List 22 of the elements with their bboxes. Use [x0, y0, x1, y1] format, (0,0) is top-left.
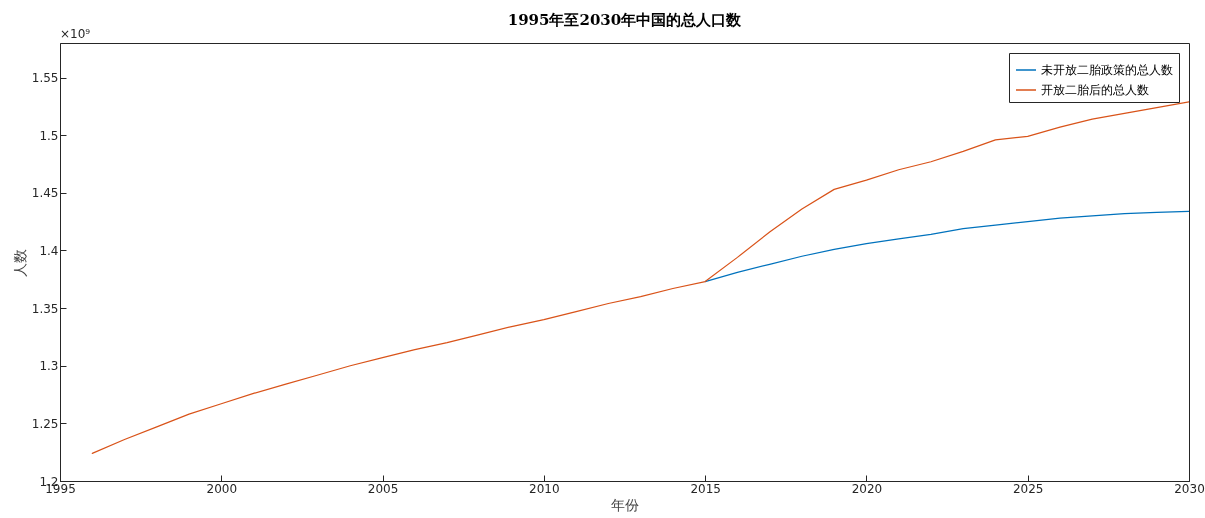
x-tick-label: 2020 — [851, 481, 883, 496]
chart-title: 1995年至2030年中国的总人口数 — [507, 11, 743, 29]
y-tick-label: 1.45 — [31, 186, 59, 201]
line-series — [91, 101, 1189, 454]
x-tick-label: 2015 — [690, 481, 721, 496]
legend-label: 未开放二胎政策的总人数 — [1041, 63, 1173, 77]
y-tick-label: 1.3 — [39, 359, 59, 374]
x-tick-label: 2000 — [206, 481, 238, 496]
y-tick-label: 1.25 — [31, 416, 59, 431]
y-tick-label: 1.35 — [31, 301, 59, 316]
x-tick-label: 2030 — [1174, 481, 1205, 496]
line-series — [704, 210, 1189, 283]
x-tick-label: 2010 — [529, 481, 560, 496]
y-tick-label: 1.5 — [39, 128, 59, 143]
text: ×10⁹ — [60, 27, 91, 41]
x-axis-title: 年份 — [611, 496, 639, 513]
y-axis-title: 人数 — [11, 248, 28, 277]
y-tick-label: 1.4 — [39, 243, 59, 258]
x-tick-label: 2005 — [367, 481, 399, 496]
y-tick-label: 1.55 — [31, 71, 59, 86]
legend-label: 开放二胎后的总人数 — [1041, 83, 1149, 97]
x-tick-label: 2025 — [1012, 481, 1044, 496]
